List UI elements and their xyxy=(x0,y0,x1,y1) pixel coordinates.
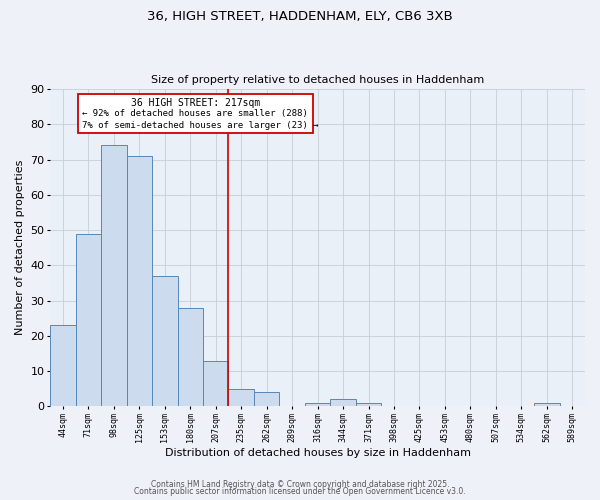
Text: Contains HM Land Registry data © Crown copyright and database right 2025.: Contains HM Land Registry data © Crown c… xyxy=(151,480,449,489)
Text: ← 92% of detached houses are smaller (288): ← 92% of detached houses are smaller (28… xyxy=(82,109,308,118)
Bar xyxy=(254,392,280,406)
Text: 7% of semi-detached houses are larger (23) →: 7% of semi-detached houses are larger (2… xyxy=(82,121,319,130)
Title: Size of property relative to detached houses in Haddenham: Size of property relative to detached ho… xyxy=(151,76,484,86)
Bar xyxy=(203,360,229,406)
Text: Contains public sector information licensed under the Open Government Licence v3: Contains public sector information licen… xyxy=(134,487,466,496)
Bar xyxy=(305,403,331,406)
Bar xyxy=(178,308,203,406)
Bar xyxy=(229,389,254,406)
Bar xyxy=(331,400,356,406)
Bar xyxy=(50,326,76,406)
Text: 36 HIGH STREET: 217sqm: 36 HIGH STREET: 217sqm xyxy=(131,98,260,108)
Bar xyxy=(127,156,152,406)
X-axis label: Distribution of detached houses by size in Haddenham: Distribution of detached houses by size … xyxy=(164,448,470,458)
Bar xyxy=(101,146,127,406)
FancyBboxPatch shape xyxy=(78,94,313,133)
Bar xyxy=(356,403,381,406)
Bar xyxy=(152,276,178,406)
Bar xyxy=(534,403,560,406)
Bar xyxy=(76,234,101,406)
Y-axis label: Number of detached properties: Number of detached properties xyxy=(15,160,25,336)
Text: 36, HIGH STREET, HADDENHAM, ELY, CB6 3XB: 36, HIGH STREET, HADDENHAM, ELY, CB6 3XB xyxy=(147,10,453,23)
